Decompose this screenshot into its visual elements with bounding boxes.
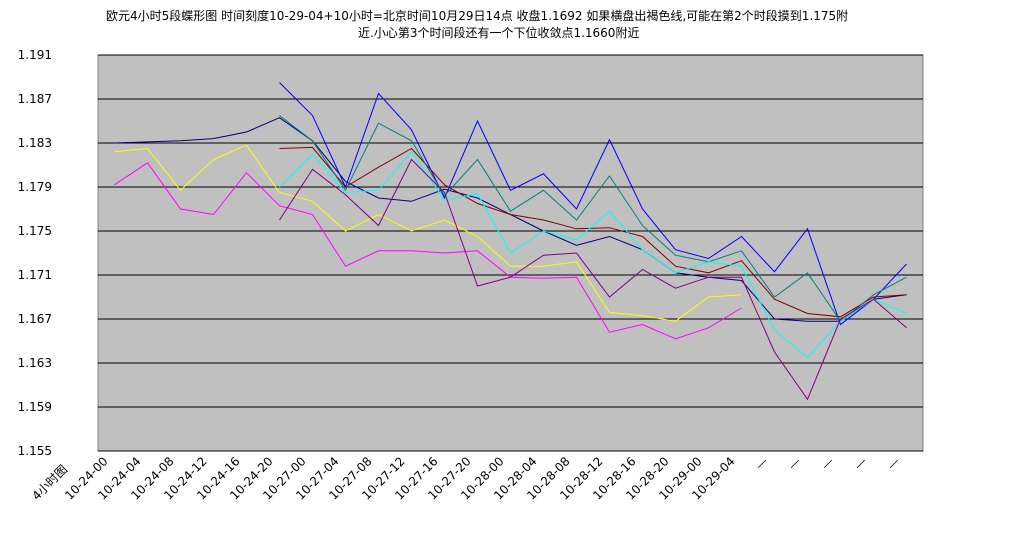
y-tick-label: 1.155 xyxy=(18,444,52,458)
series-line xyxy=(279,82,907,326)
x-tick-label: — xyxy=(818,454,836,472)
series-line xyxy=(279,146,907,318)
series-line xyxy=(279,158,907,401)
y-tick-label: 1.191 xyxy=(18,48,52,62)
y-tick-label: 1.183 xyxy=(18,136,52,150)
y-tick-label: 1.163 xyxy=(18,356,52,370)
series-line xyxy=(279,150,907,359)
y-tick-label: 1.187 xyxy=(18,92,52,106)
y-tick-label: 1.171 xyxy=(18,268,52,282)
x-tick-label: — xyxy=(785,454,803,472)
y-tick-label: 1.175 xyxy=(18,224,52,238)
y-tick-label: 1.179 xyxy=(18,180,52,194)
series-line xyxy=(114,162,742,340)
x-tick-label: — xyxy=(752,454,770,472)
x-tick-label: — xyxy=(851,454,869,472)
x-axis-label: 4小时图 xyxy=(29,462,70,503)
series-line xyxy=(114,144,742,322)
series-line xyxy=(279,115,907,322)
chart-title: 近.小心第3个时间段还有一个下位收敛点1.1660附近 xyxy=(358,25,639,40)
y-tick-label: 1.159 xyxy=(18,400,52,414)
y-tick-label: 1.167 xyxy=(18,312,52,326)
x-tick-label: — xyxy=(884,454,902,472)
chart-title: 欧元4小时5段蝶形图 时间刻度10-29-04+10小时=北京时间10月29日1… xyxy=(106,8,848,23)
